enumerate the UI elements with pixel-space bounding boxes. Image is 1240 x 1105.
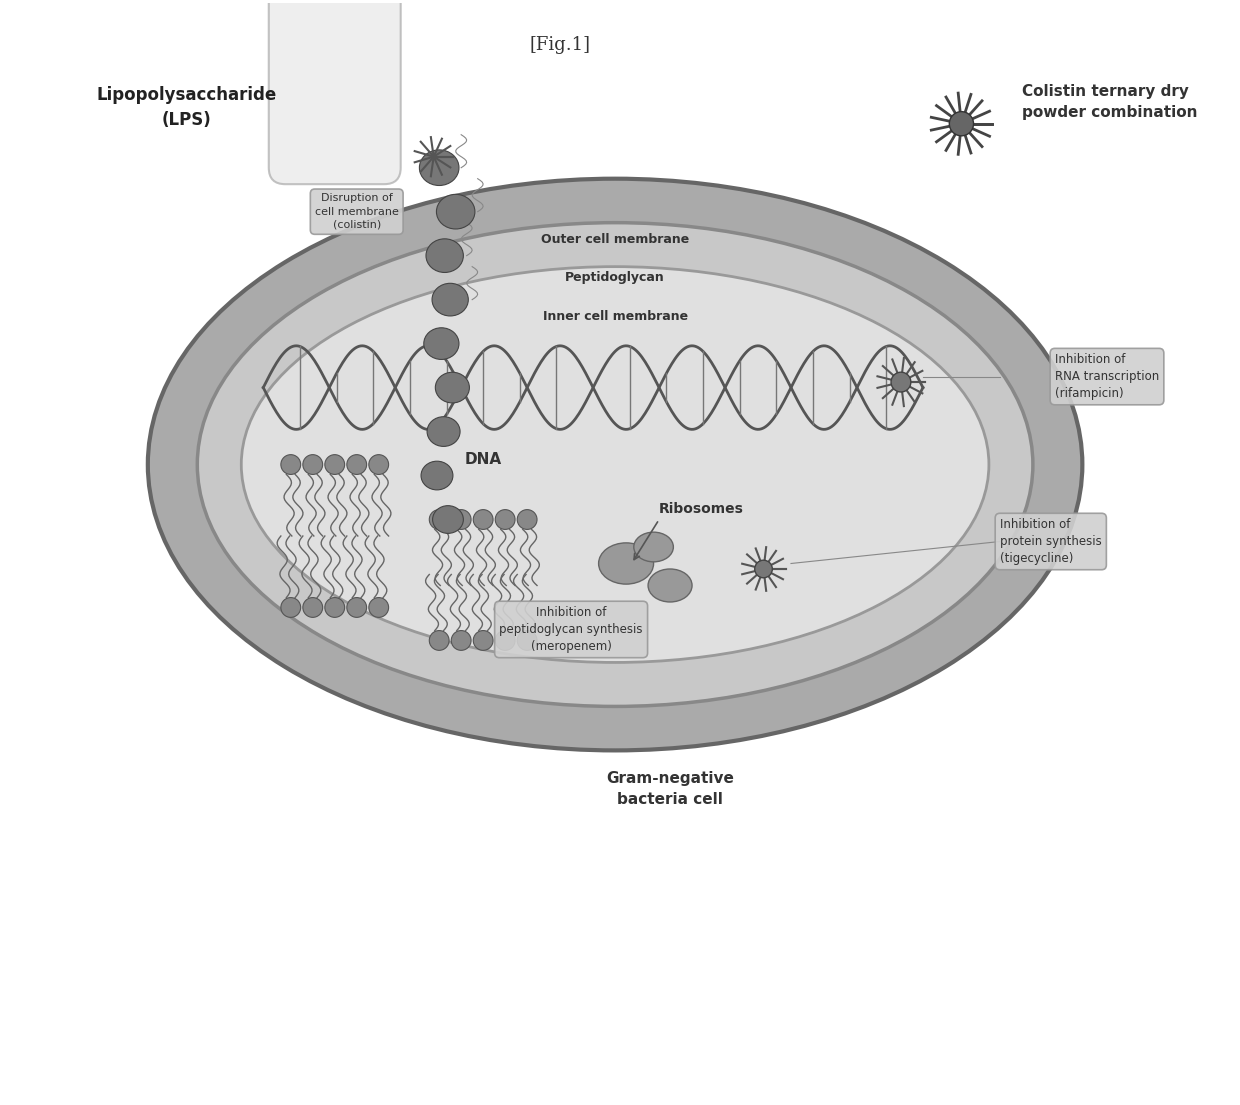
Text: Inner cell membrane: Inner cell membrane xyxy=(543,309,688,323)
Ellipse shape xyxy=(303,598,322,618)
FancyBboxPatch shape xyxy=(269,0,401,185)
Ellipse shape xyxy=(197,223,1033,706)
Ellipse shape xyxy=(242,266,990,662)
Ellipse shape xyxy=(281,598,300,618)
Text: Disruption of
cell membrane
(colistin): Disruption of cell membrane (colistin) xyxy=(315,193,399,230)
Ellipse shape xyxy=(429,631,449,651)
Ellipse shape xyxy=(435,372,470,403)
Text: Inhibition of
RNA transcription
(rifampicin): Inhibition of RNA transcription (rifampi… xyxy=(1055,354,1159,400)
Ellipse shape xyxy=(424,328,459,359)
Ellipse shape xyxy=(433,506,464,534)
Ellipse shape xyxy=(429,509,449,529)
Ellipse shape xyxy=(495,631,515,651)
Text: Inhibition of
peptidoglycan synthesis
(meropenem): Inhibition of peptidoglycan synthesis (m… xyxy=(500,606,642,653)
Ellipse shape xyxy=(325,454,345,474)
Ellipse shape xyxy=(432,283,469,316)
Text: [Fig.1]: [Fig.1] xyxy=(529,35,590,54)
Text: Inhibition of
protein synthesis
(tigecycline): Inhibition of protein synthesis (tigecyc… xyxy=(999,518,1101,565)
Ellipse shape xyxy=(148,179,1083,750)
Ellipse shape xyxy=(368,598,388,618)
Text: Lipopolysaccharide
(LPS): Lipopolysaccharide (LPS) xyxy=(97,86,277,128)
Text: Colistin ternary dry
powder combination: Colistin ternary dry powder combination xyxy=(1022,84,1198,119)
Text: DNA: DNA xyxy=(465,452,502,466)
Ellipse shape xyxy=(474,509,494,529)
Ellipse shape xyxy=(427,239,464,273)
Ellipse shape xyxy=(634,533,673,561)
Ellipse shape xyxy=(474,631,494,651)
Ellipse shape xyxy=(347,454,367,474)
Text: Gram-negative
bacteria cell: Gram-negative bacteria cell xyxy=(606,771,734,807)
Ellipse shape xyxy=(892,372,911,392)
Ellipse shape xyxy=(451,631,471,651)
Text: Ribosomes: Ribosomes xyxy=(660,502,744,516)
Ellipse shape xyxy=(755,560,773,578)
Ellipse shape xyxy=(517,509,537,529)
Text: Outer cell membrane: Outer cell membrane xyxy=(541,233,689,245)
Ellipse shape xyxy=(419,150,459,186)
Ellipse shape xyxy=(325,598,345,618)
Ellipse shape xyxy=(436,194,475,229)
Ellipse shape xyxy=(495,509,515,529)
Ellipse shape xyxy=(950,112,973,136)
Ellipse shape xyxy=(281,454,300,474)
Text: Peptidoglycan: Peptidoglycan xyxy=(565,271,665,284)
Ellipse shape xyxy=(427,417,460,446)
Ellipse shape xyxy=(303,454,322,474)
Ellipse shape xyxy=(451,509,471,529)
Ellipse shape xyxy=(517,631,537,651)
Ellipse shape xyxy=(599,543,653,585)
Ellipse shape xyxy=(649,569,692,602)
Ellipse shape xyxy=(368,454,388,474)
Ellipse shape xyxy=(422,461,453,490)
Ellipse shape xyxy=(347,598,367,618)
